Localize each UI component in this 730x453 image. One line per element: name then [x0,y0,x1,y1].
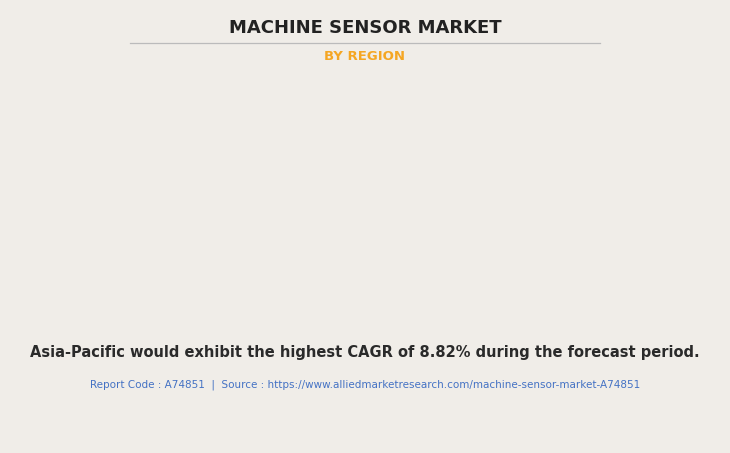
Text: BY REGION: BY REGION [325,50,405,63]
Text: Asia-Pacific would exhibit the highest CAGR of 8.82% during the forecast period.: Asia-Pacific would exhibit the highest C… [30,346,700,361]
Text: Report Code : A74851  |  Source : https://www.alliedmarketresearch.com/machine-s: Report Code : A74851 | Source : https://… [90,380,640,390]
Text: MACHINE SENSOR MARKET: MACHINE SENSOR MARKET [228,19,502,37]
